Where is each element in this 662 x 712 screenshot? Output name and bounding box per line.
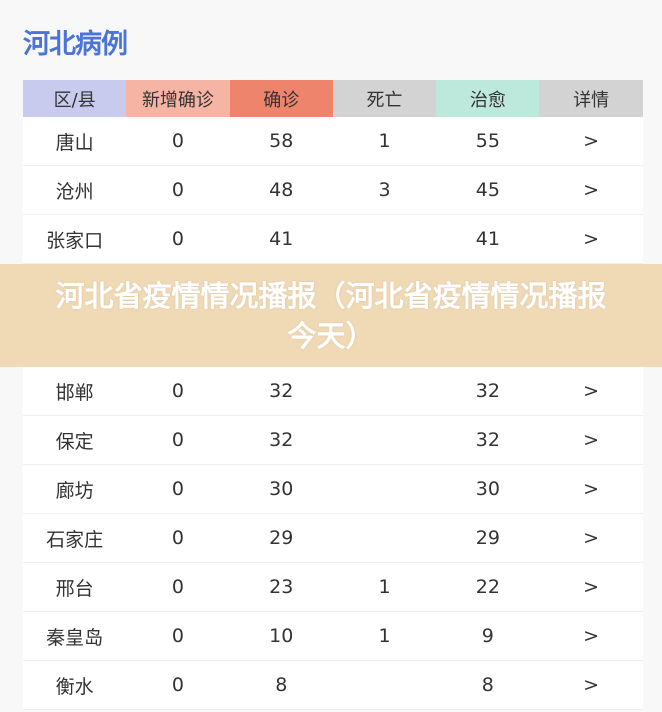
- table-cell: 0: [171, 429, 184, 451]
- table-row: 廊坊 0 30 30 >: [23, 465, 643, 514]
- table-cell: 0: [171, 228, 184, 250]
- header-cell: 详情: [539, 80, 643, 117]
- details-link[interactable]: >: [583, 130, 600, 152]
- banner-text: 河北省疫情情况播报（河北省疫情情况播报今天）: [55, 278, 607, 353]
- table-cell: 廊坊: [55, 479, 94, 502]
- table-cell: 0: [171, 527, 184, 549]
- table-cell: [333, 367, 436, 415]
- table-cell: 秦皇岛: [46, 626, 104, 649]
- table-header: 区/县 新增确诊 确诊 死亡 治愈 详情: [23, 80, 643, 117]
- table-cell: 10: [269, 625, 294, 647]
- table-cell: 0: [171, 380, 184, 402]
- table-row: 衡水 0 8 8 >: [23, 661, 643, 710]
- table-row: 石家庄 0 29 29 >: [23, 514, 643, 563]
- header-cell: 区/县: [23, 80, 127, 117]
- table-cell: 29: [269, 527, 294, 549]
- table-cell: 32: [269, 380, 294, 402]
- table-cell: [333, 416, 436, 464]
- details-link[interactable]: >: [583, 625, 600, 647]
- header-cell: 治愈: [436, 80, 540, 117]
- table-cell: 邢台: [55, 577, 94, 600]
- table-cell: 0: [171, 576, 184, 598]
- table-cell: 41: [269, 228, 294, 250]
- table-row: 保定 0 32 32 >: [23, 416, 643, 465]
- table-cell: 30: [269, 478, 294, 500]
- table-row: 秦皇岛 0 10 1 9 >: [23, 612, 643, 661]
- table-cell: 保定: [55, 430, 94, 453]
- table-cell: 0: [171, 179, 184, 201]
- table-cell: [333, 465, 436, 513]
- table-row: 沧州 0 48 3 45 >: [23, 166, 643, 215]
- table-cell: 32: [475, 380, 500, 402]
- table-cell: 30: [475, 478, 500, 500]
- details-link[interactable]: >: [583, 527, 600, 549]
- table-cell: 22: [475, 576, 500, 598]
- details-link[interactable]: >: [583, 380, 600, 402]
- table-cell: 55: [475, 130, 500, 152]
- table-cell: 41: [475, 228, 500, 250]
- details-link[interactable]: >: [583, 429, 600, 451]
- details-link[interactable]: >: [583, 674, 600, 696]
- table-cell: 1: [378, 576, 391, 598]
- table-cell: 45: [475, 179, 500, 201]
- details-link[interactable]: >: [583, 478, 600, 500]
- header-cell: 死亡: [332, 80, 437, 117]
- table-cell: 石家庄: [46, 528, 104, 551]
- table-row: 邢台 0 23 1 22 >: [23, 563, 643, 612]
- cases-table: 区/县 新增确诊 确诊 死亡 治愈 详情 唐山 0 58 1 55 > 沧州 0 48 3 45 > 张家口 0 41…: [0, 80, 662, 710]
- table-cell: 衡水: [55, 675, 94, 698]
- page-title: 河北病例: [23, 29, 128, 60]
- table-row: 邯郸 0 32 32 >: [23, 367, 643, 416]
- table-cell: 0: [171, 625, 184, 647]
- table-row: 唐山 0 58 1 55 >: [23, 117, 643, 166]
- table-cell: 8: [481, 674, 494, 696]
- table-cell: 58: [269, 130, 294, 152]
- table-cell: 张家口: [46, 229, 104, 252]
- table-cell: 0: [171, 130, 184, 152]
- table-cell: [333, 661, 436, 709]
- table-cell: 9: [481, 625, 494, 647]
- table-cell: 沧州: [55, 180, 94, 203]
- table-cell: 1: [378, 130, 391, 152]
- table-cell: 8: [275, 674, 288, 696]
- details-link[interactable]: >: [583, 228, 600, 250]
- table-cell: [333, 514, 436, 562]
- table-cell: 29: [475, 527, 500, 549]
- header-cell: 确诊: [229, 80, 333, 117]
- table-cell: 0: [171, 478, 184, 500]
- table-cell: 唐山: [55, 131, 94, 154]
- table-cell: 1: [378, 625, 391, 647]
- table-cell: 32: [475, 429, 500, 451]
- table-cell: 邯郸: [55, 381, 94, 404]
- table-row: 张家口 0 41 41 >: [23, 215, 643, 264]
- details-link[interactable]: >: [583, 576, 600, 598]
- table-cell: 3: [378, 179, 391, 201]
- table-cell: 32: [269, 429, 294, 451]
- header-cell: 新增确诊: [126, 80, 230, 117]
- article-title-banner: 河北省疫情情况播报（河北省疫情情况播报今天）: [0, 264, 662, 367]
- table-cell: 48: [269, 179, 294, 201]
- table-cell: 23: [269, 576, 294, 598]
- table-cell: 0: [171, 674, 184, 696]
- details-link[interactable]: >: [583, 179, 600, 201]
- table-cell: [333, 215, 436, 263]
